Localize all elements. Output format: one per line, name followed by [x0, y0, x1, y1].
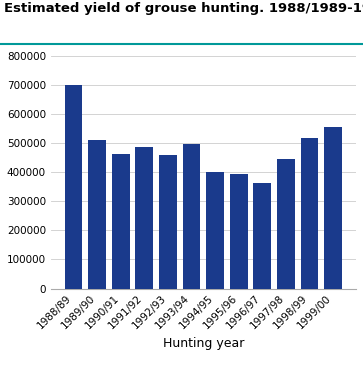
- Bar: [206, 172, 224, 289]
- Bar: [324, 127, 342, 289]
- Bar: [183, 144, 200, 289]
- Bar: [253, 183, 271, 289]
- Bar: [301, 138, 318, 289]
- X-axis label: Hunting year: Hunting year: [163, 337, 244, 350]
- Text: Estimated yield of grouse hunting. 1988/1989-1999/2000: Estimated yield of grouse hunting. 1988/…: [4, 2, 363, 15]
- Bar: [112, 154, 130, 289]
- Bar: [159, 155, 177, 289]
- Bar: [230, 174, 248, 289]
- Bar: [88, 140, 106, 289]
- Bar: [135, 147, 153, 289]
- Bar: [65, 85, 82, 289]
- Bar: [277, 159, 295, 289]
